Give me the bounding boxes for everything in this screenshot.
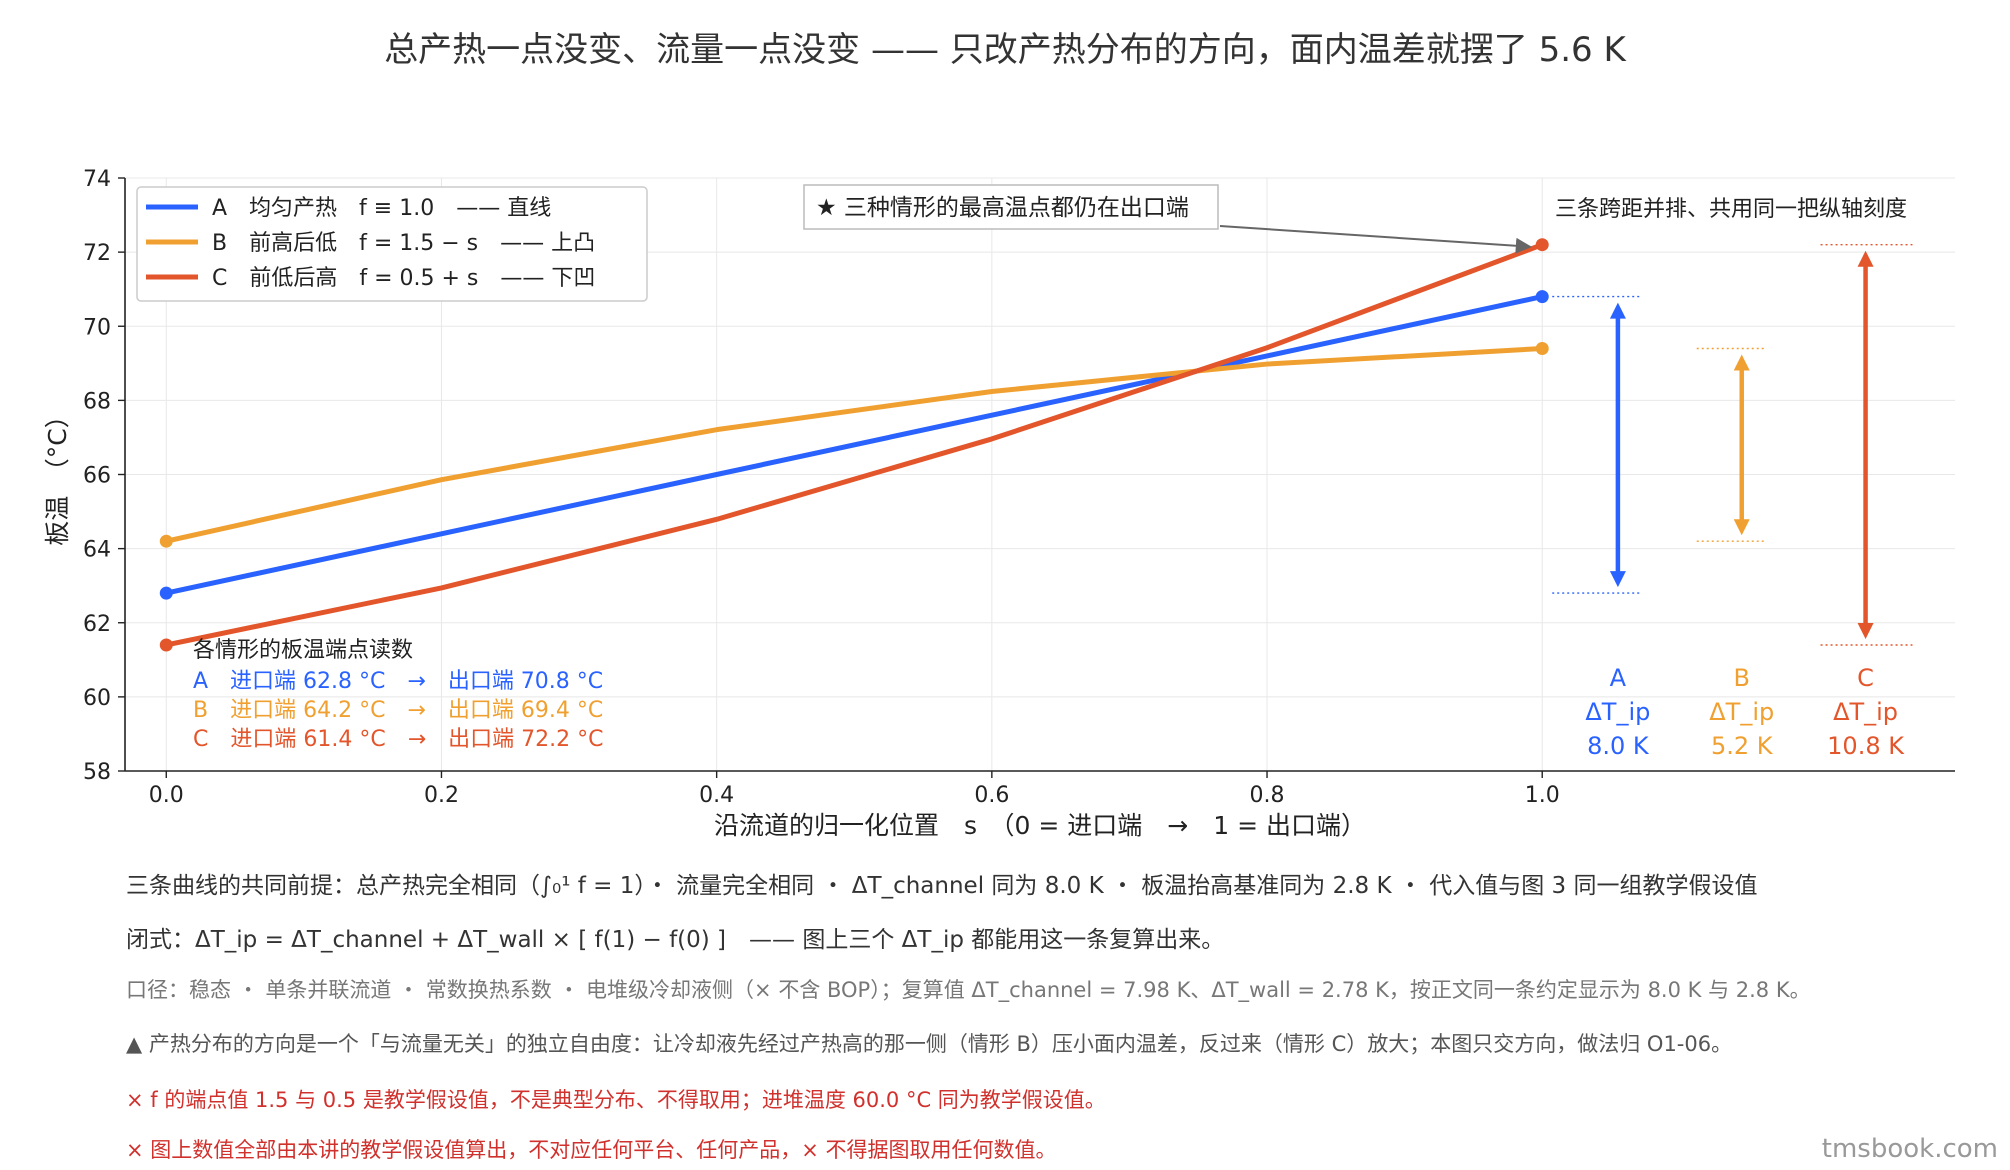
endpoint-marker-C — [1535, 238, 1549, 252]
annotation-text: ★ 三种情形的最高温点都仍在出口端 — [816, 195, 1189, 221]
endpoint-marker-A — [159, 586, 173, 600]
span-label-A: A — [1610, 664, 1627, 692]
legend-label-A: A 均匀产热 f ≡ 1.0 —— 直线 — [212, 196, 551, 221]
insight-note: ▲ 产热分布的方向是一个「与流量无关」的独立自由度：让冷却液先经过产热高的那一侧… — [126, 1032, 1733, 1056]
x-tick-label: 0.8 — [1250, 783, 1285, 808]
legend: A 均匀产热 f ≡ 1.0 —— 直线 B 前高后低 f = 1.5 − s —… — [136, 186, 648, 302]
y-tick-label: 60 — [83, 686, 111, 711]
span-value-C: 10.8 K — [1827, 732, 1905, 760]
span-value-B: 5.2 K — [1711, 732, 1774, 760]
span-arrowhead-top-A — [1609, 302, 1626, 319]
y-tick-label: 70 — [83, 315, 111, 340]
endpoint-marker-B — [1535, 341, 1549, 355]
readout-line-A: A 进口端 62.8 °C → 出口端 70.8 °C — [193, 669, 603, 694]
x-tick-label: 0.4 — [699, 783, 734, 808]
y-tick-label: 74 — [83, 167, 111, 192]
axes: 58 60 62 64 66 68 70 72 74 0.0 0.2 0.4 0.6 0.8 1.0 沿流道的… — [43, 167, 1955, 840]
warning-note-2: × 图上数值全部由本讲的教学假设值算出，不对应任何平台、任何产品，× 不得据图取… — [126, 1138, 1057, 1162]
span-label-C: C — [1857, 664, 1874, 692]
endpoint-marker-B — [159, 534, 173, 548]
span-note: 三条跨距并排、共用同一把纵轴刻度 — [1555, 197, 1907, 222]
watermark: tmsbook.com — [1821, 1134, 1998, 1164]
premise-note: 三条曲线的共同前提：总产热完全相同（∫₀¹ f = 1）・ 流量完全相同 ・ Δ… — [126, 873, 1758, 899]
series-line-B — [163, 345, 1545, 544]
endpoint-marker-C — [159, 638, 173, 652]
scope-note: 口径：稳态 ・ 单条并联流道 ・ 常数换热系数 ・ 电堆级冷却液侧（× 不含 B… — [126, 978, 1811, 1002]
span-value-A: 8.0 K — [1587, 732, 1650, 760]
legend-label-B: B 前高后低 f = 1.5 − s —— 上凸 — [212, 231, 595, 256]
series-group — [159, 238, 1549, 652]
span-arrowhead-bottom-A — [1609, 571, 1626, 588]
grid-lines — [125, 177, 1955, 772]
x-tick-label: 0.6 — [974, 783, 1009, 808]
span-sub-C: ΔT_ip — [1833, 698, 1898, 726]
y-tick-label: 62 — [83, 612, 111, 637]
endpoint-marker-A — [1535, 290, 1549, 304]
y-axis-label: 板温 （°C） — [43, 403, 72, 545]
warning-note-1: × f 的端点值 1.5 与 0.5 是教学假设值，不是典型分布、不得取用；进堆… — [126, 1088, 1106, 1112]
x-tick-label: 0.0 — [149, 783, 184, 808]
y-tick-label: 72 — [83, 241, 111, 266]
span-arrowhead-bottom-B — [1733, 519, 1750, 536]
legend-label-C: C 前低后高 f = 0.5 + s —— 下凹 — [212, 266, 595, 291]
x-tick-label: 1.0 — [1525, 783, 1560, 808]
annotation-box — [803, 184, 1219, 230]
readout-title: 各情形的板温端点读数 — [193, 638, 413, 663]
y-tick-label: 58 — [83, 760, 111, 785]
x-axis-label: 沿流道的归一化位置 s （0 = 进口端 → 1 = 出口端） — [714, 811, 1366, 840]
legend-box — [136, 186, 648, 302]
span-label-B: B — [1733, 664, 1749, 692]
annotation-arrow — [1219, 225, 1532, 254]
readout-panel: 各情形的板温端点读数 A 进口端 62.8 °C → 出口端 70.8 °C B 进… — [193, 638, 603, 752]
chart-title: 总产热一点没变、流量一点没变 —— 只改产热分布的方向，面内温差就摆了 5.6 … — [384, 30, 1626, 70]
y-tick-label: 66 — [83, 464, 111, 489]
readout-line-B: B 进口端 64.2 °C → 出口端 69.4 °C — [193, 698, 603, 723]
y-tick-label: 64 — [83, 538, 111, 563]
span-sub-A: ΔT_ip — [1585, 698, 1650, 726]
readout-line-C: C 进口端 61.4 °C → 出口端 72.2 °C — [193, 727, 603, 752]
span-arrowhead-bottom-C — [1857, 622, 1874, 639]
x-tick-label: 0.2 — [424, 783, 459, 808]
series-line-C — [163, 242, 1545, 648]
y-tick-label: 68 — [83, 389, 111, 414]
span-arrowhead-top-C — [1857, 250, 1874, 267]
annotation-group: 三条跨距并排、共用同一把纵轴刻度 ★ 三种情形的最高温点都仍在出口端 — [803, 184, 1907, 254]
span-sub-B: ΔT_ip — [1709, 698, 1774, 726]
span-group: A ΔT_ip 8.0 K B ΔT_ip 5.2 K C ΔT_ip 10.8 K — [1552, 244, 1913, 760]
series-line-A — [163, 294, 1545, 596]
formula-note: 闭式：ΔT_ip = ΔT_channel + ΔT_wall × [ f(1)… — [126, 927, 1225, 953]
span-arrowhead-top-B — [1733, 354, 1750, 371]
